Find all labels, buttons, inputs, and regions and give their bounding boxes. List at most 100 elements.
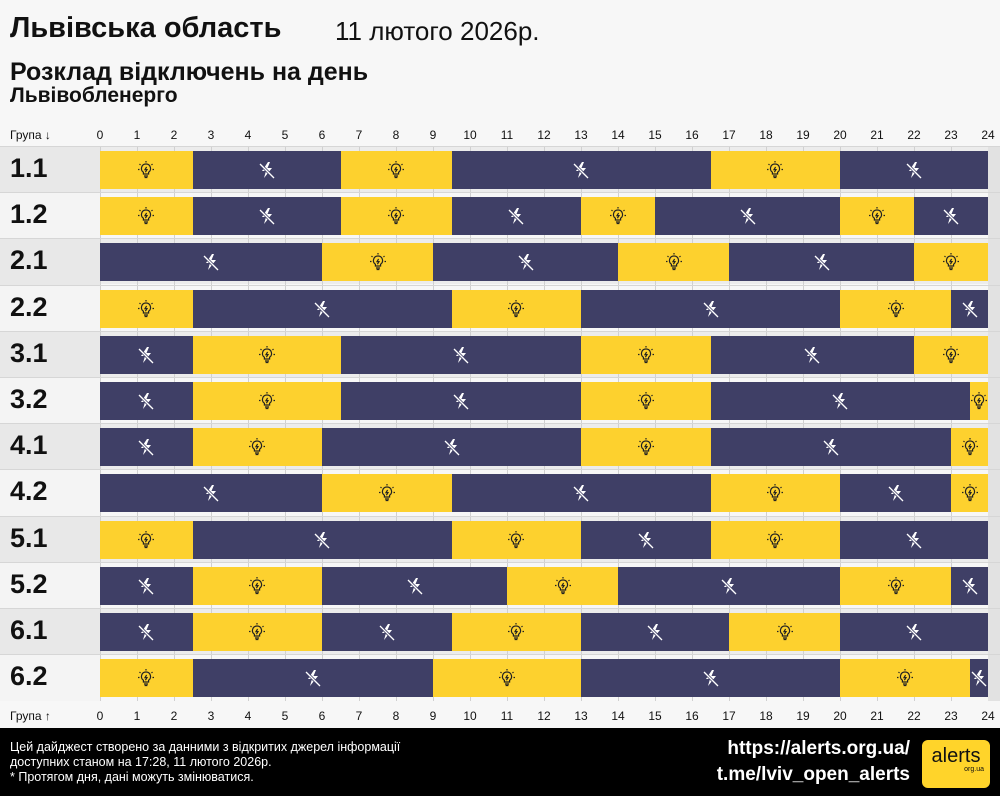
- x-tick-label: 16: [685, 128, 699, 142]
- no-power-icon: [969, 668, 989, 688]
- group-label: 1.2: [10, 199, 48, 230]
- x-tick-label: 3: [207, 128, 215, 142]
- power-on-segment: [322, 474, 452, 513]
- power-off-segment: [451, 151, 711, 189]
- power-off-segment: [433, 243, 618, 282]
- group-row: 4.1: [0, 423, 1000, 471]
- group-label: 3.2: [10, 384, 48, 414]
- power-off-segment: [340, 382, 581, 420]
- group-label: 2.2: [10, 291, 48, 322]
- lightbulb-icon: [765, 483, 785, 503]
- power-off-segment: [322, 428, 581, 467]
- lightbulb-icon: [895, 668, 915, 688]
- power-on-segment: [581, 335, 711, 374]
- row-end-strip: [988, 147, 1000, 193]
- power-off-segment: [914, 197, 988, 236]
- power-on-segment: [581, 197, 655, 236]
- no-power-icon: [312, 299, 332, 319]
- power-on-segment: [192, 566, 322, 605]
- no-power-icon: [821, 437, 841, 457]
- lightbulb-icon: [636, 437, 656, 457]
- no-power-icon: [571, 160, 591, 180]
- power-off-segment: [100, 382, 193, 420]
- power-off-segment: [581, 520, 711, 559]
- x-tick-label: 0: [96, 128, 104, 142]
- lightbulb-icon: [608, 206, 628, 226]
- power-off-segment: [840, 520, 988, 559]
- provider-name: Львівобленерго: [10, 84, 178, 107]
- axis-label-bottom: Група ↑: [10, 709, 51, 723]
- lightbulb-icon: [136, 160, 156, 180]
- power-off-segment: [192, 289, 452, 328]
- website-link[interactable]: https://alerts.org.ua/: [727, 738, 910, 759]
- no-power-icon: [830, 391, 850, 411]
- group-label-bg: [0, 516, 100, 563]
- power-on-segment: [451, 289, 581, 328]
- group-label-bg: [0, 424, 100, 471]
- group-row: 1.2: [0, 192, 1000, 240]
- power-off-segment: [100, 243, 322, 282]
- row-end-strip: [988, 562, 1000, 609]
- x-tick-label: 21: [870, 128, 884, 142]
- x-tick-label: 7: [355, 128, 363, 142]
- x-tick-label: 22: [907, 709, 921, 723]
- lightbulb-icon: [506, 530, 526, 550]
- lightbulb-icon: [969, 391, 989, 411]
- no-power-icon: [701, 668, 721, 688]
- no-power-icon: [960, 576, 980, 596]
- power-off-segment: [581, 613, 729, 651]
- no-power-icon: [442, 437, 462, 457]
- lightbulb-icon: [960, 437, 980, 457]
- no-power-icon: [904, 622, 924, 642]
- group-row: 3.1: [0, 330, 1000, 378]
- power-on-segment: [618, 243, 729, 282]
- footer: Цей дайджест створено за данними з відкр…: [0, 728, 1000, 796]
- x-tick-label: 14: [611, 128, 625, 142]
- x-tick-label: 20: [833, 709, 847, 723]
- no-power-icon: [257, 160, 277, 180]
- no-power-icon: [136, 437, 156, 457]
- row-end-strip: [988, 470, 1000, 517]
- x-tick-label: 8: [392, 709, 400, 723]
- power-off-segment: [100, 613, 193, 651]
- x-tick-label: 18: [759, 709, 773, 723]
- group-row: 2.1: [0, 238, 1000, 286]
- x-tick-label: 4: [244, 709, 252, 723]
- power-off-segment: [840, 613, 988, 651]
- x-tick-label: 2: [170, 128, 178, 142]
- lightbulb-icon: [247, 576, 267, 596]
- lightbulb-icon: [886, 576, 906, 596]
- group-label-bg: [0, 239, 100, 286]
- power-off-segment: [951, 566, 988, 605]
- no-power-icon: [960, 299, 980, 319]
- power-off-segment: [710, 382, 970, 420]
- group-label: 5.2: [10, 568, 48, 599]
- x-tick-label: 19: [796, 709, 810, 723]
- date-label: 11 лютого 2026р.: [335, 16, 540, 46]
- no-power-icon: [571, 483, 591, 503]
- power-on-segment: [100, 659, 193, 698]
- no-power-icon: [738, 206, 758, 226]
- x-tick-label: 6: [318, 709, 326, 723]
- telegram-link[interactable]: t.me/lviv_open_alerts: [716, 764, 910, 785]
- power-off-segment: [192, 520, 452, 559]
- no-power-icon: [701, 299, 721, 319]
- x-tick-label: 6: [318, 128, 326, 142]
- group-label: 1.1: [10, 153, 48, 183]
- x-tick-label: 11: [500, 128, 514, 142]
- no-power-icon: [451, 345, 471, 365]
- x-tick-label: 17: [722, 128, 736, 142]
- x-tick-label: 12: [537, 128, 551, 142]
- lightbulb-icon: [136, 530, 156, 550]
- x-tick-label: 13: [574, 709, 588, 723]
- x-tick-label: 1: [133, 709, 141, 723]
- schedule-subtitle: Розклад відключень на день: [10, 58, 369, 86]
- lightbulb-icon: [553, 576, 573, 596]
- x-tick-label: 19: [796, 128, 810, 142]
- no-power-icon: [886, 483, 906, 503]
- no-power-icon: [451, 391, 471, 411]
- power-on-segment: [100, 520, 193, 559]
- power-on-segment: [340, 151, 452, 189]
- power-on-segment: [451, 520, 581, 559]
- group-label: 4.2: [10, 476, 48, 507]
